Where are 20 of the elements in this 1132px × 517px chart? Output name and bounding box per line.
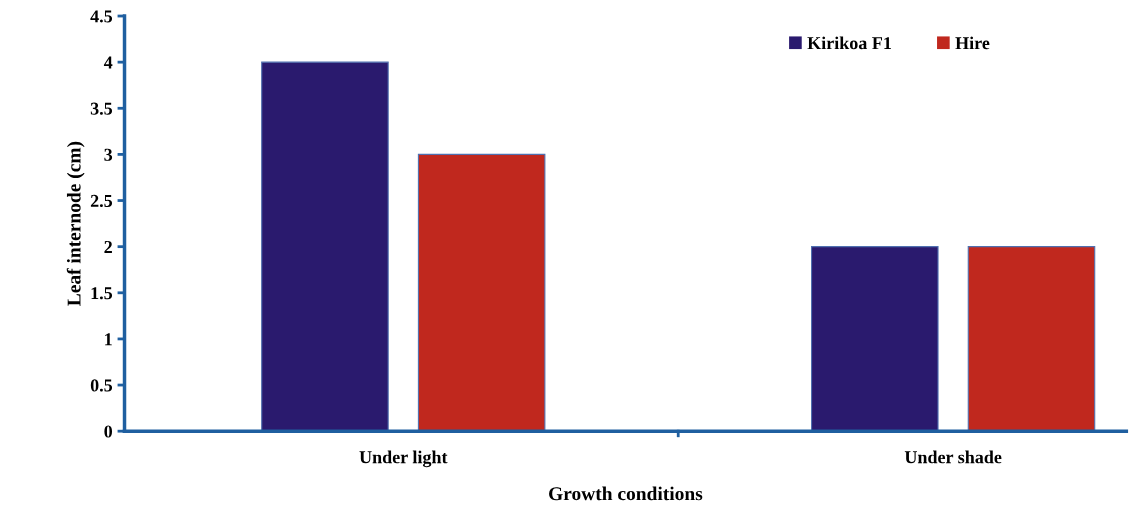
y-tick-label: 1.5 bbox=[91, 287, 113, 300]
bar bbox=[261, 61, 389, 432]
y-tick-label: 0 bbox=[104, 425, 113, 438]
legend-label: Kirikoa F1 bbox=[807, 36, 891, 50]
bar bbox=[967, 246, 1096, 432]
y-tick-label: 3.5 bbox=[90, 102, 113, 115]
y-tick-label: 3 bbox=[104, 148, 113, 161]
legend-label: Hire bbox=[955, 36, 990, 50]
bar bbox=[810, 246, 939, 432]
x-axis-title: Growth conditions bbox=[549, 486, 703, 501]
x-tick-label: Under shade bbox=[904, 450, 1002, 464]
y-tick-label: 0.5 bbox=[90, 379, 113, 392]
y-tick-label: 2 bbox=[104, 240, 112, 253]
y-tick-label: 2.5 bbox=[90, 194, 113, 208]
y-tick-label: 1 bbox=[105, 333, 112, 346]
bar bbox=[417, 153, 546, 432]
y-tick-label: 4.5 bbox=[90, 10, 113, 23]
y-tick-label: 4 bbox=[103, 56, 113, 69]
x-tick-label: Under light bbox=[359, 450, 448, 468]
y-axis-title: Leaf internode (cm) bbox=[66, 141, 85, 306]
